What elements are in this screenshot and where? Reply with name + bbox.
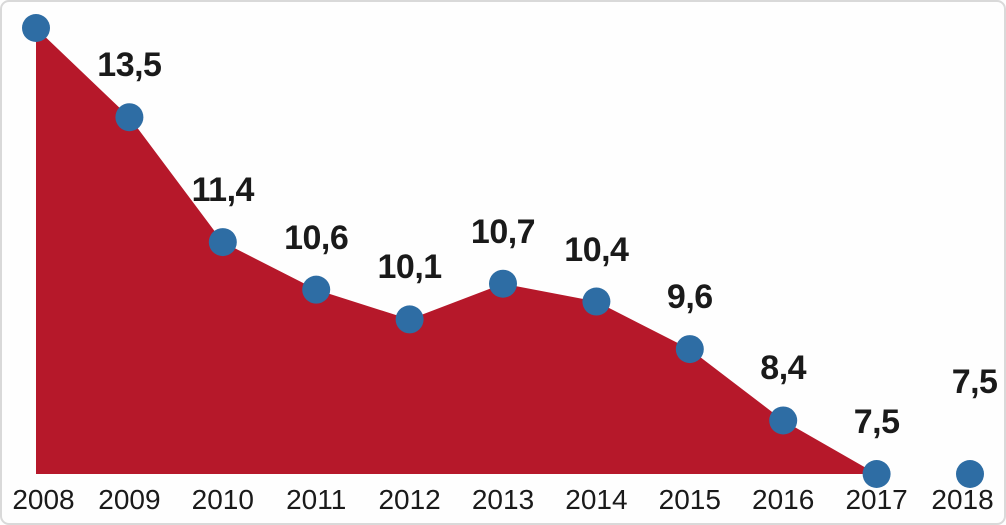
x-axis-label: 2012	[378, 484, 440, 516]
value-label: 7,5	[854, 403, 900, 442]
data-marker	[22, 14, 50, 42]
x-axis-label: 2009	[98, 484, 160, 516]
data-marker	[115, 103, 143, 131]
value-label: 10,7	[471, 213, 535, 252]
x-axis-label: 2011	[286, 484, 346, 516]
x-axis-label: 2018	[931, 484, 993, 516]
data-marker	[676, 335, 704, 363]
data-marker	[489, 270, 517, 298]
x-axis-label: 2014	[565, 484, 627, 516]
value-label: 10,4	[564, 231, 628, 270]
value-label: 13,5	[97, 46, 161, 85]
data-marker	[396, 305, 424, 333]
data-marker	[769, 406, 797, 434]
value-label: 11,4	[192, 171, 254, 210]
value-label: 8,4	[760, 349, 806, 388]
value-label: 9,6	[667, 278, 713, 317]
x-axis-label: 2016	[752, 484, 814, 516]
data-marker	[209, 228, 237, 256]
value-label: 10,6	[284, 219, 348, 258]
x-axis-label: 2008	[12, 484, 74, 516]
x-axis-label: 2015	[659, 484, 721, 516]
value-label-last: 7,5	[952, 363, 998, 402]
x-axis-label: 2013	[472, 484, 534, 516]
x-axis-label: 2017	[845, 484, 907, 516]
x-axis-label: 2010	[192, 484, 254, 516]
data-marker	[582, 288, 610, 316]
value-label: 10,1	[378, 248, 442, 287]
area-chart: 1513,511,410,610,110,710,49,68,47,57,520…	[0, 0, 1006, 525]
data-marker	[302, 276, 330, 304]
